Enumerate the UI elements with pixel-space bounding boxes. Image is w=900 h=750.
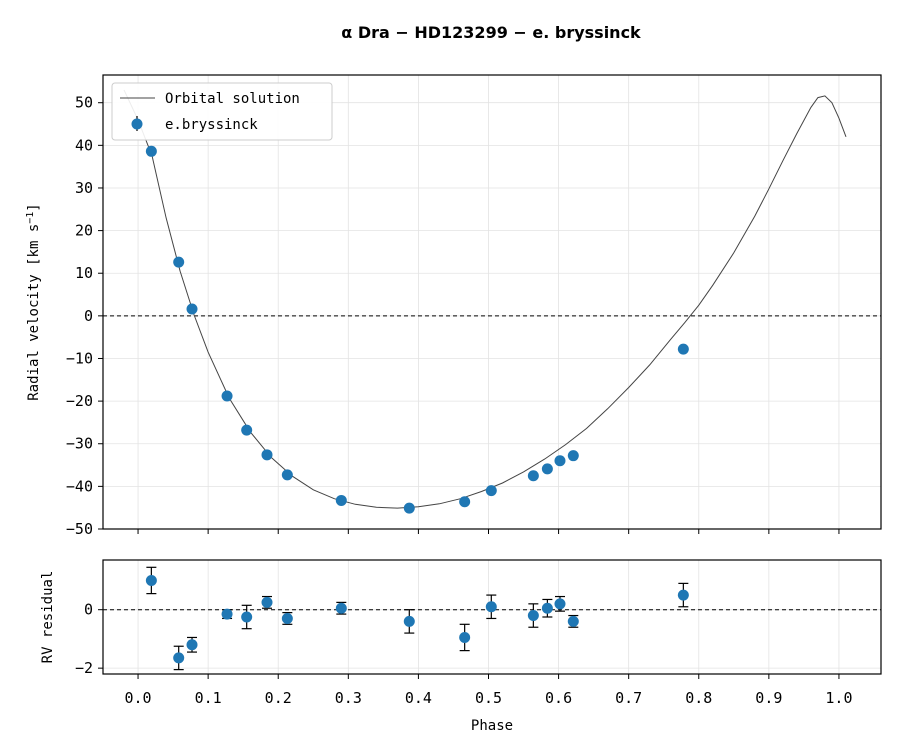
rv-data-point (554, 455, 566, 467)
rv-data-point (221, 390, 233, 402)
residual-data-point (485, 601, 497, 613)
x-tick-label: 0.7 (615, 689, 642, 707)
x-tick-label: 0.4 (405, 689, 432, 707)
chart-title: α Dra − HD123299 − e. bryssinck (341, 23, 641, 42)
x-tick-label: 0.0 (124, 689, 151, 707)
top-y-tick-label: −20 (66, 392, 93, 410)
residual-data-point (241, 611, 253, 623)
top-y-tick-label: −30 (66, 435, 93, 453)
legend-marker-swatch (131, 118, 143, 130)
x-tick-label: 0.3 (335, 689, 362, 707)
legend: Orbital solution e.bryssinck (111, 82, 333, 141)
rv-data-point (335, 494, 347, 506)
x-tick-label: 0.1 (195, 689, 222, 707)
residual-data-point (145, 574, 157, 586)
top-y-tick-label: 10 (75, 264, 93, 282)
bottom-panel-ticks: 0 −2 0.0 0.1 0.2 0.3 0.4 0.5 0.6 0.7 0.8 0.9 1.0 (75, 601, 853, 707)
residual-data-point (527, 610, 539, 622)
rv-data-point (281, 469, 293, 481)
residual-data-point (554, 598, 566, 610)
rv-data-point (145, 145, 157, 157)
rv-data-point (403, 502, 415, 514)
residual-data-point (221, 608, 233, 620)
residual-data-point (403, 615, 415, 627)
x-tick-label: 0.6 (545, 689, 572, 707)
residual-data-point (335, 602, 347, 614)
residual-data-point (567, 615, 579, 627)
top-data-points (145, 145, 689, 514)
rv-data-point (541, 463, 553, 475)
x-tick-label: 0.5 (475, 689, 502, 707)
x-tick-label: 0.2 (265, 689, 292, 707)
residual-points (145, 566, 689, 671)
top-y-axis-label: Radial velocity [km s−1] (25, 203, 43, 401)
residual-data-point (541, 602, 553, 614)
residual-data-point (459, 631, 471, 643)
legend-box (111, 82, 333, 141)
residual-data-point (281, 612, 293, 624)
top-y-tick-label: 20 (75, 222, 93, 240)
x-tick-label: 0.8 (685, 689, 712, 707)
rv-data-point (241, 424, 253, 436)
orbital-solution-curve (123, 89, 847, 509)
bottom-panel-grid (103, 560, 881, 674)
rv-data-point (261, 449, 273, 461)
rv-data-point (485, 485, 497, 497)
legend-label-e-bryssinck: e.bryssinck (165, 117, 258, 133)
top-y-tick-label: 0 (84, 307, 93, 325)
rv-data-point (567, 450, 579, 462)
bottom-y-axis-label: RV residual (40, 571, 56, 664)
legend-label-orbital-solution: Orbital solution (165, 91, 300, 107)
rv-data-point (186, 303, 198, 315)
top-y-tick-label: −10 (66, 349, 93, 367)
residual-data-point (677, 589, 689, 601)
top-panel-grid (103, 75, 881, 530)
bottom-panel-frame (102, 559, 882, 675)
top-panel-frame (102, 74, 882, 530)
top-panel-ticks: 50 40 30 20 10 0 −10 −20 −30 −40 −50 (66, 94, 840, 538)
top-y-tick-label: 40 (75, 136, 93, 154)
rv-data-point (173, 256, 185, 268)
rv-data-point (459, 496, 471, 508)
x-axis-label: Phase (471, 718, 513, 734)
top-y-tick-label: 50 (75, 94, 93, 112)
top-y-tick-label: −50 (66, 520, 93, 538)
top-y-tick-label: −40 (66, 477, 93, 495)
bottom-y-tick-label: −2 (75, 659, 93, 677)
rv-data-point (677, 343, 689, 355)
residual-data-point (186, 639, 198, 651)
residual-data-point (173, 652, 185, 664)
residual-data-point (261, 596, 273, 608)
bottom-y-tick-label: 0 (84, 601, 93, 619)
rv-data-point (527, 470, 539, 482)
top-y-tick-label: 30 (75, 179, 93, 197)
x-tick-label: 0.9 (755, 689, 782, 707)
x-tick-label: 1.0 (825, 689, 852, 707)
